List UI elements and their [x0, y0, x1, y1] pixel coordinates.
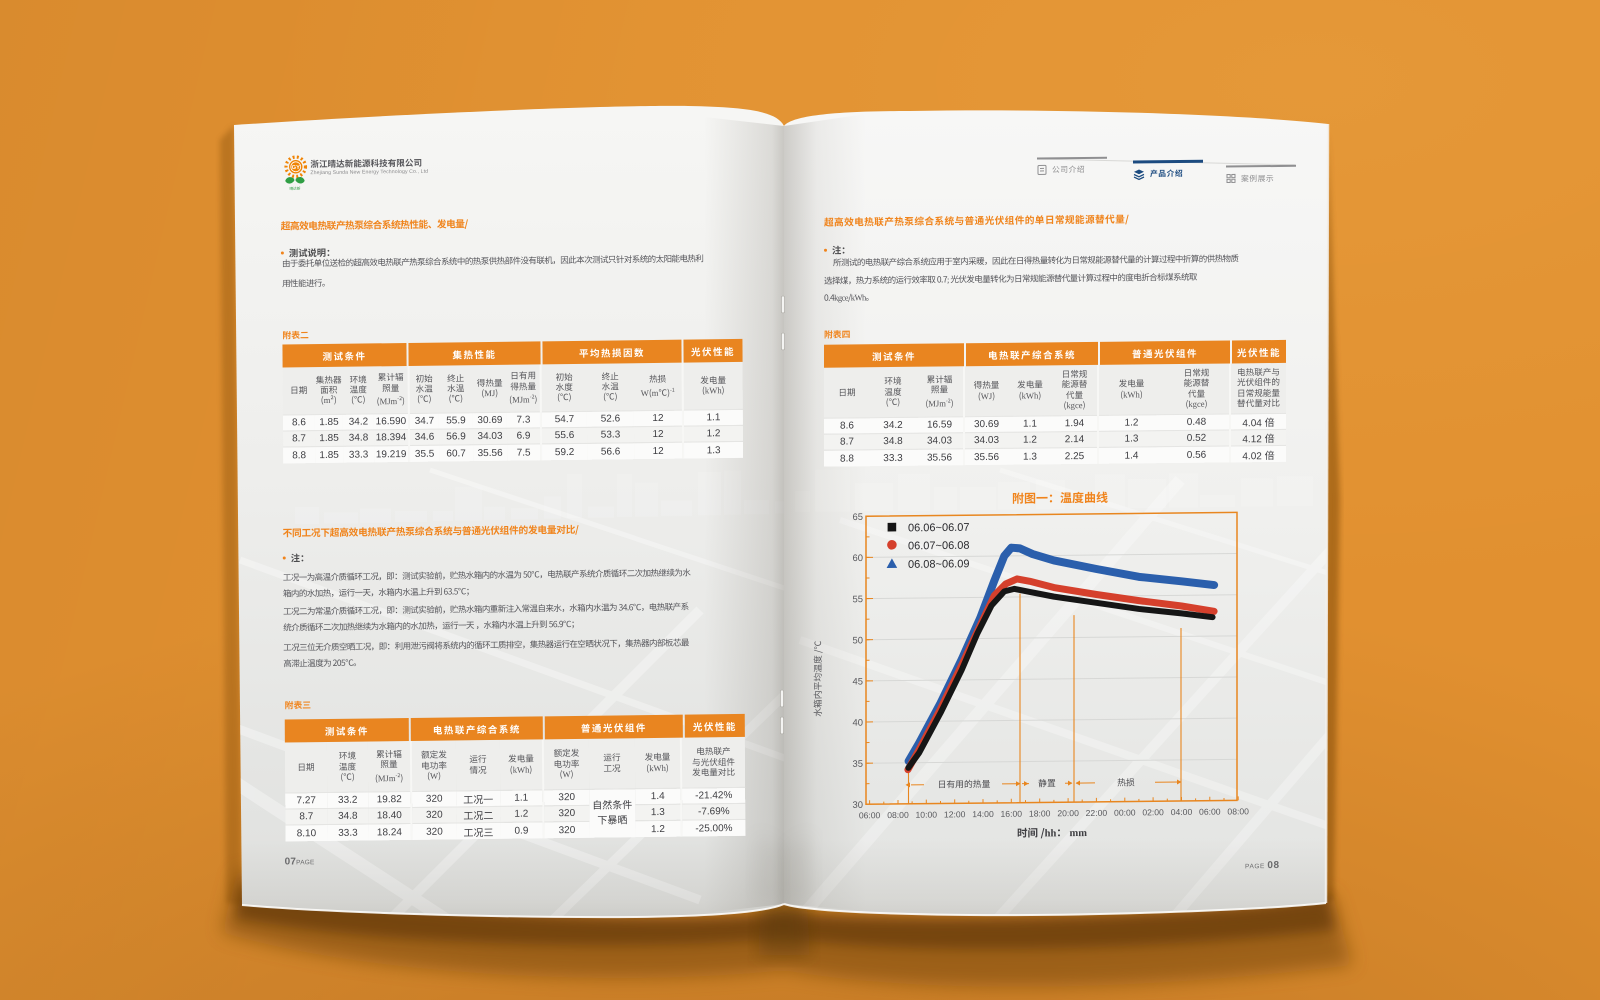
svg-text:时间 /hh： mm: 时间 /hh： mm [1017, 825, 1087, 841]
svg-text:水箱内平均温度 /℃: 水箱内平均温度 /℃ [811, 641, 824, 717]
svg-text:热损: 热损 [1117, 775, 1135, 788]
svg-text:10:00: 10:00 [916, 810, 938, 820]
svg-text:日有用的热量: 日有用的热量 [938, 777, 991, 791]
svg-text:06.06~06.07: 06.06~06.07 [908, 522, 969, 535]
svg-text:18:00: 18:00 [1029, 808, 1051, 818]
svg-text:06.08~06.09: 06.08~06.09 [908, 558, 969, 571]
svg-text:55: 55 [853, 593, 863, 604]
svg-text:静置: 静置 [1038, 776, 1056, 789]
svg-text:35: 35 [853, 758, 863, 769]
svg-text:06:00: 06:00 [1199, 807, 1221, 817]
svg-text:06.07~06.08: 06.07~06.08 [908, 540, 969, 553]
svg-text:40: 40 [853, 717, 863, 728]
svg-text:08:00: 08:00 [1227, 806, 1249, 816]
svg-text:30: 30 [853, 799, 863, 810]
svg-text:16:00: 16:00 [1001, 809, 1023, 819]
svg-text:14:00: 14:00 [972, 809, 994, 819]
svg-text:12:00: 12:00 [944, 809, 966, 819]
svg-text:02:00: 02:00 [1142, 807, 1164, 817]
svg-text:06:00: 06:00 [859, 810, 881, 820]
svg-text:晴达新: 晴达新 [289, 186, 300, 192]
svg-text:50: 50 [853, 634, 863, 645]
svg-text:20:00: 20:00 [1057, 808, 1079, 818]
svg-text:60: 60 [853, 552, 863, 563]
svg-text:GY: GY [292, 165, 301, 171]
svg-text:04:00: 04:00 [1171, 807, 1193, 817]
svg-text:00:00: 00:00 [1114, 807, 1136, 817]
svg-text:08:00: 08:00 [887, 810, 909, 820]
svg-text:22:00: 22:00 [1086, 808, 1108, 818]
svg-text:45: 45 [853, 675, 863, 686]
svg-text:65: 65 [853, 511, 863, 522]
